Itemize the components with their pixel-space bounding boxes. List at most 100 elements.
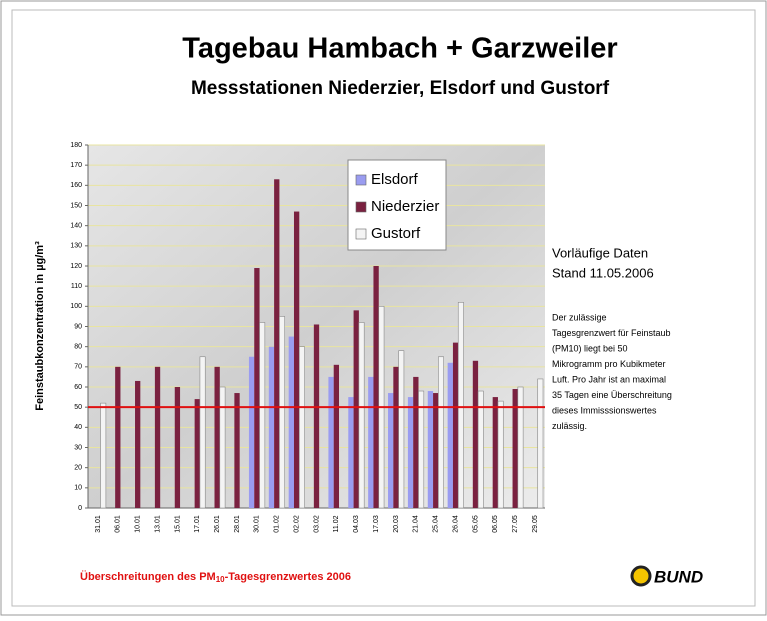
x-tick-label: 17.03 — [373, 515, 380, 533]
bar — [368, 376, 374, 508]
bar — [512, 389, 518, 508]
chart-subtitle: Messstationen Niederzier, Elsdorf und Gu… — [191, 78, 610, 99]
x-tick-label: 05.05 — [472, 515, 479, 533]
bar — [214, 366, 220, 508]
bar — [398, 350, 405, 509]
notes: Vorläufige Daten Stand 11.05.2006 Der zulä… — [552, 245, 672, 430]
bar — [413, 376, 419, 508]
y-tick-label: 140 — [70, 223, 82, 230]
bar — [234, 393, 240, 508]
bar — [328, 376, 334, 508]
x-tick-label: 06.01 — [115, 515, 122, 533]
x-tick-label: 28.01 — [234, 515, 241, 533]
footer: Überschreitungen des PM10-Tagesgrenzwert… — [80, 570, 351, 584]
chart-title: Tagebau Hambach + Garzweiler — [182, 33, 617, 65]
logo-icon — [630, 565, 652, 587]
legend-swatch — [355, 201, 367, 213]
bar — [447, 362, 453, 508]
y-tick-label: 120 — [70, 263, 82, 270]
bar — [427, 391, 434, 508]
x-tick-label: 17.01 — [194, 515, 201, 533]
bar — [135, 380, 141, 508]
y-tick-label: 180 — [70, 142, 82, 149]
bar — [358, 322, 365, 509]
footer-sub: 10 — [216, 575, 225, 584]
y-tick-label: 60 — [74, 384, 82, 391]
x-tick-label: 26.01 — [214, 515, 221, 533]
bar — [288, 336, 294, 508]
note-heading: Vorläufige Daten — [552, 245, 648, 260]
bar — [438, 356, 444, 509]
bar — [279, 316, 286, 509]
bar — [313, 324, 320, 508]
y-axis-label: Feinstaubkonzentration in µg/m³ — [34, 241, 46, 411]
y-tick-label: 30 — [74, 444, 82, 451]
bar — [353, 310, 359, 508]
legend-swatch — [355, 174, 367, 186]
bar — [115, 366, 121, 508]
bar — [274, 179, 280, 509]
bar — [268, 346, 275, 508]
x-tick-label: 15.01 — [174, 515, 181, 533]
bar — [477, 390, 484, 509]
y-tick-label: 110 — [71, 283, 82, 290]
legend-label: Gustorf — [371, 225, 421, 242]
x-tick-label: 13.01 — [154, 515, 161, 533]
bar — [492, 397, 498, 508]
y-tick-label: 80 — [74, 344, 82, 351]
x-tick-label: 29.05 — [532, 515, 539, 533]
footer-text: Überschreitungen des PM — [80, 570, 216, 583]
note-text: dieses Immisssionswertes — [552, 405, 657, 415]
bar — [154, 366, 161, 508]
legend-label: Elsdorf — [371, 171, 419, 188]
bar — [373, 266, 379, 508]
bar — [248, 356, 255, 508]
y-tick-label: 0 — [78, 505, 82, 512]
note-text: (PM10) liegt bei 50 — [552, 343, 628, 353]
y-tick-label: 100 — [70, 303, 82, 310]
bar — [472, 360, 479, 508]
x-tick-label: 27.05 — [512, 515, 519, 533]
x-tick-label: 31.01 — [95, 515, 102, 533]
bar — [333, 364, 340, 508]
note-text: Tagesgrenzwert für Feinstaub — [552, 328, 671, 338]
note-text: Mikrogramm pro Kubikmeter — [552, 359, 666, 369]
bar — [457, 301, 464, 509]
bar — [348, 397, 354, 508]
x-tick-label: 30.01 — [254, 515, 261, 533]
bar — [407, 397, 414, 508]
bar — [259, 322, 266, 509]
x-tick-label: 21.04 — [413, 515, 420, 533]
note-text: Luft. Pro Jahr ist an maximal — [552, 374, 666, 384]
x-tick-label: 11.02 — [333, 515, 340, 532]
bar — [433, 393, 439, 508]
bar — [199, 356, 206, 509]
legend-swatch — [355, 228, 367, 240]
bar — [219, 386, 226, 509]
logo: BUND — [654, 567, 703, 586]
x-tick-label: 20.03 — [393, 515, 400, 533]
x-tick-label: 01.02 — [274, 515, 281, 533]
legend-label: Niederzier — [371, 198, 439, 215]
bar — [393, 366, 399, 508]
bar — [174, 387, 181, 508]
bar — [388, 393, 394, 508]
footer-text: -Tagesgrenzwertes 2006 — [225, 571, 351, 583]
bar — [452, 342, 459, 508]
note-heading: Stand 11.05.2006 — [552, 265, 654, 280]
y-tick-label: 10 — [74, 485, 82, 492]
bar — [537, 378, 544, 509]
bar — [100, 402, 107, 509]
bar — [293, 211, 300, 509]
bar — [418, 390, 425, 509]
note-text: 35 Tagen eine Überschreitung — [552, 390, 672, 400]
y-tick-label: 170 — [70, 162, 82, 169]
y-tick-label: 50 — [74, 404, 82, 411]
note-text: Der zulässige — [552, 312, 607, 322]
x-tick-label: 02.02 — [293, 515, 300, 533]
bar — [194, 399, 200, 508]
bar — [298, 346, 305, 509]
y-tick-label: 90 — [74, 323, 82, 330]
y-tick-label: 130 — [70, 243, 82, 250]
y-tick-label: 70 — [74, 364, 82, 371]
